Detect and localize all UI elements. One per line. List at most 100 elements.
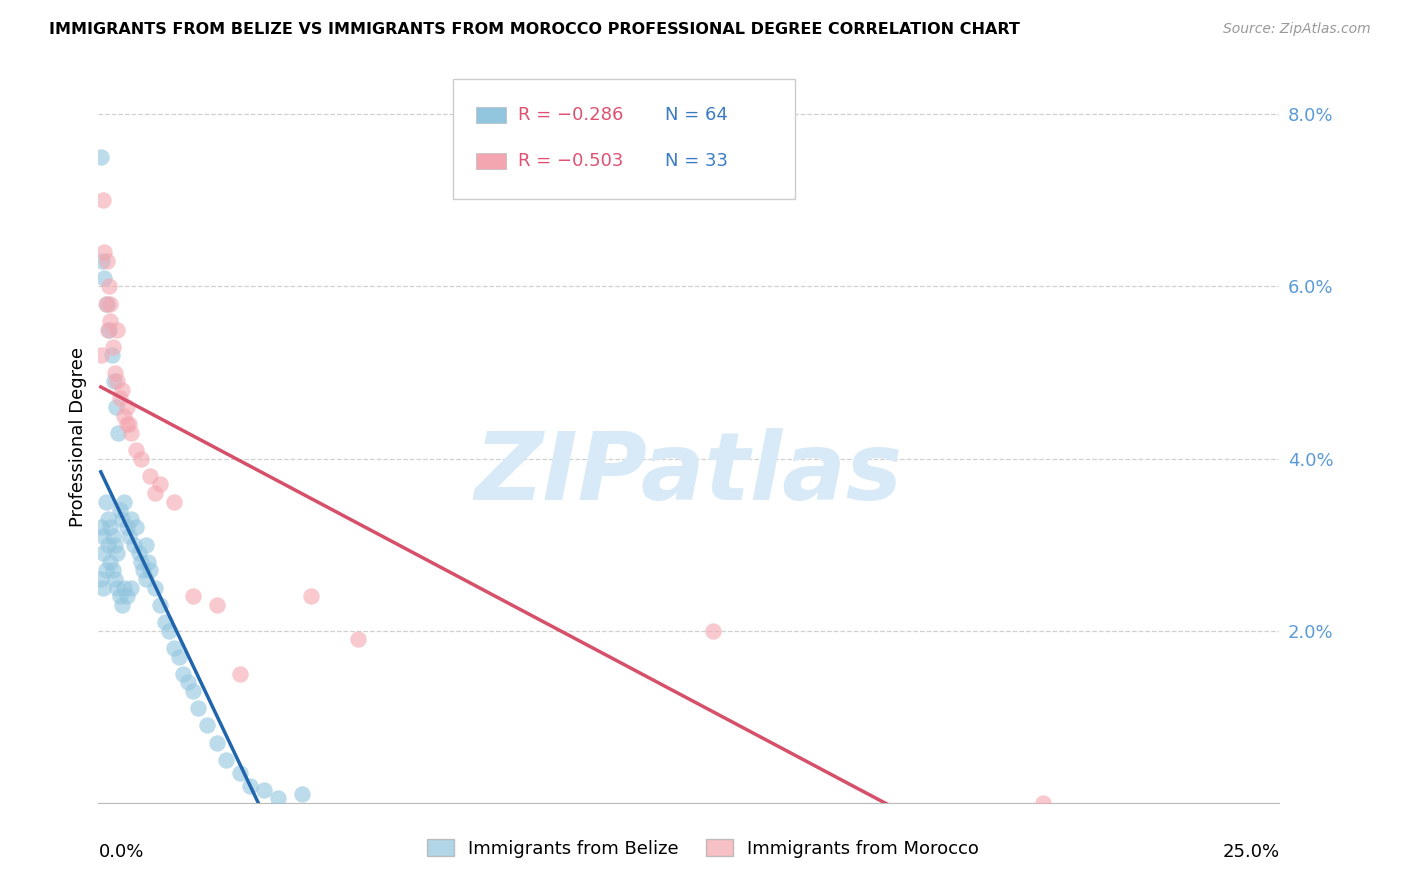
- Point: [96, 253, 118, 268]
- Point: [104, 538, 127, 552]
- Point: [105, 581, 128, 595]
- Point: [104, 572, 127, 586]
- Point: [229, 666, 252, 681]
- Point: [112, 494, 135, 508]
- Point: [267, 791, 290, 805]
- Point: [205, 735, 228, 749]
- FancyBboxPatch shape: [453, 78, 796, 200]
- Point: [347, 632, 370, 647]
- Point: [90, 520, 112, 534]
- Point: [115, 400, 138, 414]
- Point: [195, 718, 218, 732]
- Point: [105, 400, 128, 414]
- Point: [98, 314, 121, 328]
- Point: [108, 503, 131, 517]
- Point: [181, 589, 204, 603]
- Point: [149, 598, 172, 612]
- Text: R = −0.286: R = −0.286: [517, 106, 623, 124]
- Text: IMMIGRANTS FROM BELIZE VS IMMIGRANTS FROM MOROCCO PROFESSIONAL DEGREE CORRELATIO: IMMIGRANTS FROM BELIZE VS IMMIGRANTS FRO…: [49, 22, 1021, 37]
- Point: [97, 538, 120, 552]
- Point: [157, 624, 180, 638]
- Point: [118, 529, 141, 543]
- Point: [167, 649, 190, 664]
- Point: [98, 555, 121, 569]
- Point: [111, 383, 134, 397]
- Point: [163, 494, 186, 508]
- Point: [253, 783, 276, 797]
- FancyBboxPatch shape: [477, 107, 506, 123]
- Point: [239, 779, 262, 793]
- Point: [181, 684, 204, 698]
- Point: [129, 451, 152, 466]
- Point: [98, 296, 121, 310]
- Point: [97, 322, 120, 336]
- Point: [91, 581, 114, 595]
- Text: R = −0.503: R = −0.503: [517, 153, 623, 170]
- Point: [290, 787, 312, 801]
- Point: [101, 340, 124, 354]
- Point: [115, 589, 138, 603]
- Point: [139, 468, 162, 483]
- Point: [105, 546, 128, 560]
- Point: [100, 348, 122, 362]
- Point: [1032, 796, 1054, 810]
- Point: [115, 520, 138, 534]
- Point: [105, 322, 128, 336]
- Point: [118, 417, 141, 432]
- Point: [125, 520, 148, 534]
- Point: [299, 589, 322, 603]
- Point: [97, 279, 120, 293]
- Point: [111, 598, 134, 612]
- Point: [112, 409, 135, 423]
- Point: [143, 581, 166, 595]
- Point: [229, 765, 252, 780]
- Point: [94, 564, 117, 578]
- Point: [115, 417, 138, 432]
- Point: [103, 374, 125, 388]
- Text: Source: ZipAtlas.com: Source: ZipAtlas.com: [1223, 22, 1371, 37]
- Text: 25.0%: 25.0%: [1222, 843, 1279, 861]
- Point: [132, 564, 155, 578]
- Point: [172, 666, 194, 681]
- Point: [112, 581, 135, 595]
- Point: [121, 512, 143, 526]
- FancyBboxPatch shape: [477, 153, 506, 169]
- Point: [135, 538, 157, 552]
- Point: [90, 348, 112, 362]
- Point: [129, 555, 152, 569]
- Text: ZIPatlas: ZIPatlas: [475, 427, 903, 520]
- Point: [121, 581, 143, 595]
- Point: [93, 245, 115, 260]
- Point: [93, 271, 115, 285]
- Point: [91, 253, 114, 268]
- Point: [91, 529, 114, 543]
- Point: [108, 392, 131, 406]
- Point: [139, 564, 162, 578]
- Point: [94, 494, 117, 508]
- Point: [215, 753, 238, 767]
- Point: [108, 589, 131, 603]
- Point: [94, 296, 117, 310]
- Point: [177, 675, 200, 690]
- Point: [104, 366, 127, 380]
- Point: [128, 546, 150, 560]
- Point: [101, 529, 124, 543]
- Point: [90, 572, 112, 586]
- Point: [122, 538, 145, 552]
- Text: N = 64: N = 64: [665, 106, 728, 124]
- Point: [136, 555, 159, 569]
- Point: [98, 520, 121, 534]
- Point: [96, 296, 118, 310]
- Legend: Immigrants from Belize, Immigrants from Morocco: Immigrants from Belize, Immigrants from …: [419, 832, 987, 865]
- Point: [153, 615, 176, 629]
- Point: [125, 442, 148, 457]
- Text: N = 33: N = 33: [665, 153, 728, 170]
- Point: [205, 598, 228, 612]
- Point: [163, 640, 186, 655]
- Point: [135, 572, 157, 586]
- Point: [91, 546, 114, 560]
- Point: [149, 477, 172, 491]
- Point: [90, 150, 112, 164]
- Point: [187, 701, 209, 715]
- Point: [97, 512, 120, 526]
